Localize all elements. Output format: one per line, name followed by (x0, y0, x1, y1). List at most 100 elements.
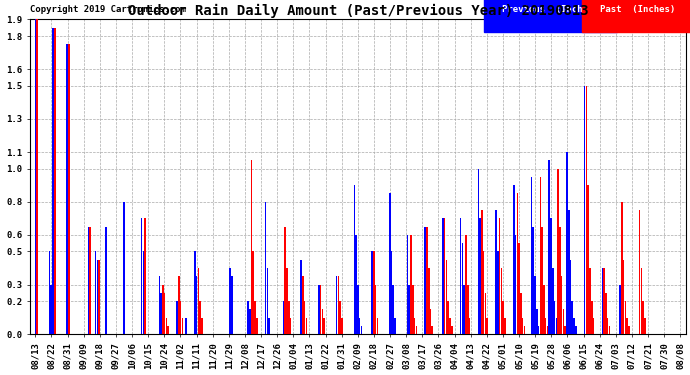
Bar (320, 293, 322, 334)
Bar (196, 276, 197, 334)
Bar (500, 318, 502, 334)
Bar (639, 210, 640, 334)
Bar (266, 268, 268, 334)
Bar (499, 285, 500, 334)
Bar (609, 326, 610, 334)
Bar (628, 326, 630, 334)
Bar (253, 251, 254, 334)
Bar (250, 318, 253, 334)
Bar (603, 285, 605, 334)
Bar (68, 318, 70, 334)
Bar (160, 293, 162, 334)
Bar (286, 268, 288, 334)
Bar (562, 309, 564, 334)
Bar (304, 318, 306, 334)
Bar (95, 251, 97, 334)
Bar (607, 318, 609, 334)
Bar (66, 44, 68, 334)
Bar (322, 309, 323, 334)
Bar (513, 185, 515, 334)
Bar (477, 169, 479, 334)
Bar (268, 318, 270, 334)
Bar (522, 318, 524, 334)
Bar (460, 218, 462, 334)
Bar (620, 285, 621, 334)
Bar (502, 326, 504, 334)
Bar (394, 318, 396, 334)
Bar (446, 260, 447, 334)
Bar (373, 268, 375, 334)
Bar (37, 20, 38, 334)
Bar (361, 326, 362, 334)
Bar (412, 318, 413, 334)
Bar (624, 301, 627, 334)
Bar (517, 194, 518, 334)
Bar (324, 326, 325, 334)
Bar (558, 326, 559, 334)
Bar (462, 243, 463, 334)
Text: Copyright 2019 Cartronics.com: Copyright 2019 Cartronics.com (30, 5, 186, 14)
Bar (586, 202, 587, 334)
Bar (197, 301, 199, 334)
Bar (337, 285, 339, 334)
Bar (589, 268, 591, 334)
Bar (623, 318, 624, 334)
Bar (558, 169, 559, 334)
Bar (375, 285, 376, 334)
Bar (88, 226, 89, 334)
Bar (290, 318, 291, 334)
Bar (605, 309, 607, 334)
Bar (412, 285, 413, 334)
Bar (483, 301, 484, 334)
Bar (99, 260, 100, 334)
Bar (552, 268, 553, 334)
Bar (106, 226, 107, 334)
Bar (517, 285, 518, 334)
Bar (570, 260, 571, 334)
Bar (371, 251, 373, 334)
Bar (178, 276, 179, 334)
Bar (464, 285, 465, 334)
Bar (627, 318, 628, 334)
Bar (68, 44, 70, 334)
Text: Past  (Inches): Past (Inches) (600, 5, 676, 14)
Bar (181, 318, 184, 334)
Bar (449, 318, 451, 334)
Bar (520, 326, 522, 334)
Bar (483, 251, 484, 334)
Bar (480, 218, 481, 334)
Bar (231, 276, 233, 334)
Bar (197, 268, 199, 334)
Bar (123, 202, 125, 334)
Bar (141, 218, 142, 334)
Bar (465, 318, 466, 334)
Bar (642, 301, 644, 334)
Bar (500, 268, 502, 334)
Bar (406, 235, 408, 334)
Bar (575, 326, 577, 334)
Bar (250, 160, 253, 334)
Bar (538, 326, 540, 334)
Bar (444, 260, 446, 334)
Bar (34, 20, 36, 334)
Bar (481, 210, 483, 334)
Bar (339, 301, 341, 334)
Bar (550, 218, 552, 334)
Bar (568, 210, 569, 334)
Bar (469, 318, 471, 334)
Bar (515, 235, 516, 334)
Bar (534, 276, 536, 334)
Bar (375, 301, 376, 334)
Bar (451, 326, 453, 334)
Bar (499, 218, 500, 334)
Bar (288, 301, 290, 334)
Bar (442, 218, 444, 334)
Bar (607, 326, 609, 334)
Bar (318, 285, 319, 334)
Bar (546, 326, 549, 334)
Bar (408, 285, 410, 334)
Bar (339, 318, 341, 334)
Bar (144, 318, 146, 334)
Bar (426, 226, 428, 334)
Bar (518, 243, 520, 334)
